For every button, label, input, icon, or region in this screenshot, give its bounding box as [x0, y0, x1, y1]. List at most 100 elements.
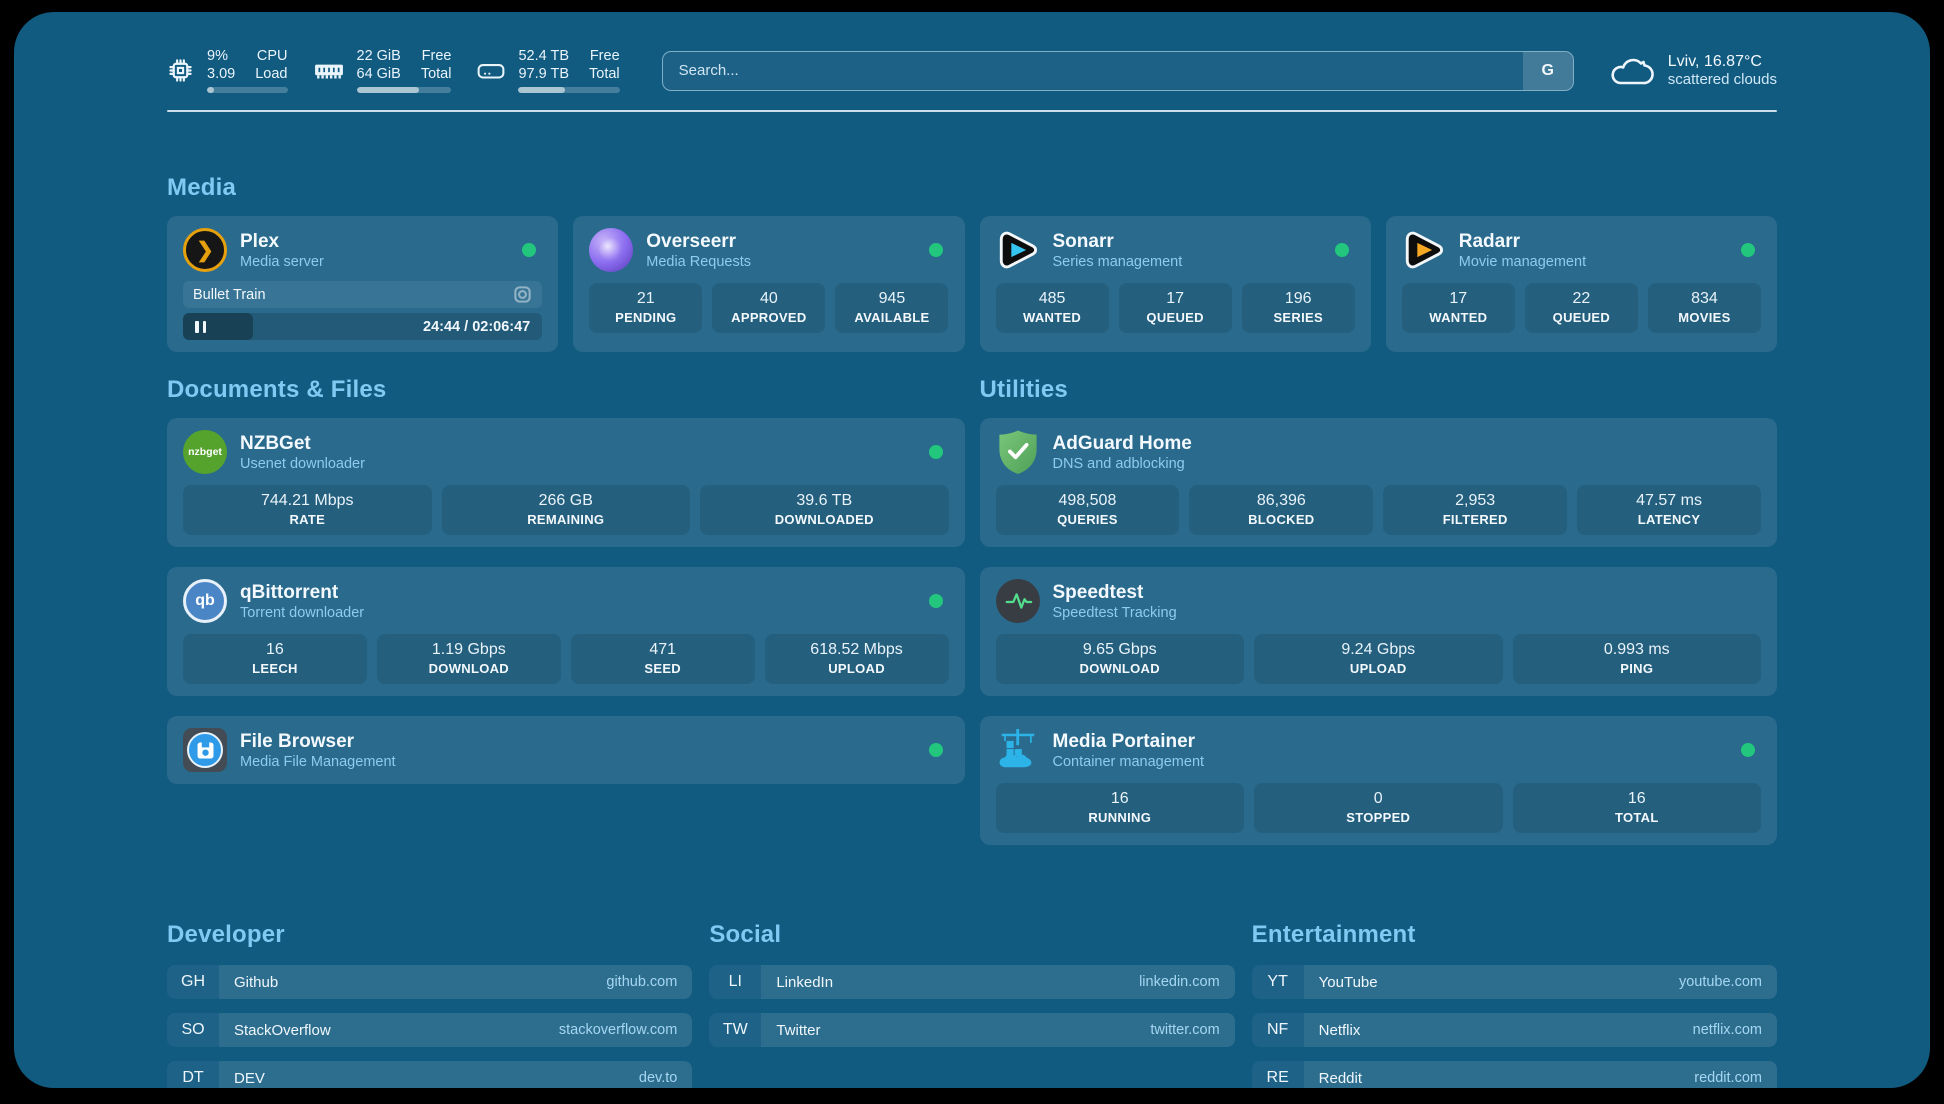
service-subtitle: Movie management	[1458, 253, 1587, 270]
stat-blocked: 86,396 BLOCKED	[1189, 485, 1374, 536]
stat-queries: 498,508 QUERIES	[995, 485, 1180, 536]
utilities-column: Utilities	[979, 376, 1777, 865]
floppy-disk-icon	[197, 742, 213, 759]
status-dot	[1741, 243, 1755, 258]
cpu-usage-label: CPU	[256, 48, 288, 64]
service-card-qbittorrent[interactable]: qb qBittorrent Torrent downloader 16 LEE…	[167, 567, 965, 697]
bookmark-group-developer: Developer GH Github github.com SO StackO…	[167, 921, 693, 1088]
service-title: File Browser	[240, 730, 355, 752]
bookmarks-area: Developer GH Github github.com SO StackO…	[167, 921, 1777, 1088]
service-title: NZBGet	[240, 432, 311, 454]
cloud-icon	[1611, 58, 1654, 84]
stat-remaining: 266 GB REMAINING	[441, 485, 690, 536]
stat-total: 16 TOTAL	[1512, 783, 1761, 834]
bookmark-url: linkedin.com	[1139, 974, 1220, 991]
bookmark-netflix[interactable]: NF Netflix netflix.com	[1251, 1013, 1777, 1048]
service-card-nzbget[interactable]: nzbget NZBGet Usenet downloader 744.21 M…	[167, 418, 965, 548]
section-title-utilities: Utilities	[979, 376, 1068, 404]
stat-leech: 16 LEECH	[183, 634, 367, 685]
pause-button[interactable]	[195, 320, 206, 333]
search-input[interactable]	[662, 51, 1523, 90]
section-title-documents: Documents & Files	[167, 376, 387, 404]
bookmark-url: dev.to	[638, 1070, 678, 1087]
bookmark-reddit[interactable]: RE Reddit reddit.com	[1251, 1061, 1777, 1088]
status-dot	[928, 243, 943, 258]
plex-icon: ❯	[183, 228, 227, 273]
disk-progress-bar	[518, 87, 620, 94]
bookmark-abbr: TW	[709, 1013, 762, 1048]
service-title: AdGuard Home	[1052, 432, 1192, 454]
cpu-usage-value: 9%	[207, 48, 228, 64]
bookmark-abbr: LI	[709, 965, 762, 1000]
section-title-social: Social	[709, 921, 782, 949]
service-card-portainer[interactable]: Media Portainer Container management 16 …	[979, 716, 1777, 846]
disk-total-label: Total	[589, 65, 620, 82]
cpu-load-label: Load	[255, 65, 288, 82]
stat-wanted: 17 WANTED	[1401, 283, 1515, 334]
cpu-load-value: 3.09	[207, 65, 236, 82]
bookmark-url: twitter.com	[1150, 1022, 1220, 1039]
service-card-adguard[interactable]: AdGuard Home DNS and adblocking 498,508 …	[979, 418, 1777, 548]
stat-queued: 17 QUEUED	[1118, 283, 1232, 334]
service-card-radarr[interactable]: Radarr Movie management 17 WANTED 22 QUE…	[1385, 216, 1777, 353]
service-title: Overseerr	[646, 230, 737, 252]
service-card-plex[interactable]: ❯ Plex Media server Bullet Train 24:44 /…	[167, 216, 559, 353]
nzbget-icon: nzbget	[183, 430, 227, 475]
bookmark-name: YouTube	[1318, 973, 1378, 991]
weather-location: Lviv, 16.87°C	[1667, 53, 1762, 71]
service-subtitle: Media File Management	[240, 753, 396, 770]
service-subtitle: DNS and adblocking	[1052, 455, 1185, 472]
search-provider-button[interactable]: G	[1522, 51, 1573, 90]
stat-pending: 21 PENDING	[589, 283, 703, 334]
bookmark-dev[interactable]: DT DEV dev.to	[167, 1061, 693, 1088]
bookmark-linkedin[interactable]: LI LinkedIn linkedin.com	[709, 965, 1235, 1000]
service-subtitle: Series management	[1052, 253, 1183, 270]
documents-column: Documents & Files nzbget NZBGet Usenet d…	[167, 376, 965, 804]
status-dot	[522, 243, 537, 258]
bookmark-abbr: RE	[1251, 1061, 1304, 1088]
service-title: Speedtest	[1052, 581, 1144, 603]
bookmark-group-entertainment: Entertainment YT YouTube youtube.com NF …	[1251, 921, 1777, 1088]
stat-available: 945 AVAILABLE	[835, 283, 949, 334]
bookmark-name: DEV	[234, 1069, 265, 1087]
bookmark-abbr: DT	[167, 1061, 219, 1088]
status-dot	[1741, 743, 1755, 758]
service-title: Plex	[240, 230, 280, 252]
bookmark-stackoverflow[interactable]: SO StackOverflow stackoverflow.com	[167, 1013, 693, 1048]
service-card-overseerr[interactable]: Overseerr Media Requests 21 PENDING 40 A…	[573, 216, 965, 353]
service-card-speedtest[interactable]: Speedtest Speedtest Tracking 9.65 Gbps D…	[979, 567, 1777, 697]
bookmark-twitter[interactable]: TW Twitter twitter.com	[709, 1013, 1235, 1048]
stat-wanted: 485 WANTED	[995, 283, 1109, 334]
bookmark-url: youtube.com	[1678, 974, 1762, 991]
topbar-divider	[167, 110, 1777, 113]
service-subtitle: Torrent downloader	[240, 604, 365, 621]
status-dot	[928, 594, 943, 609]
bookmark-url: netflix.com	[1692, 1022, 1762, 1039]
memory-free-value: 22 GiB	[356, 48, 401, 64]
disk-free-value: 52.4 TB	[518, 48, 570, 64]
service-card-filebrowser[interactable]: File Browser Media File Management	[167, 716, 965, 785]
memory-progress-bar	[356, 87, 452, 94]
stat-upload: 9.24 Gbps UPLOAD	[1254, 634, 1503, 685]
overseerr-icon	[589, 228, 634, 273]
dashboard-page: 9% CPU 3.09 Load 22 GiB Free	[14, 12, 1930, 1088]
adguard-shield-icon	[996, 430, 1040, 475]
bookmark-github[interactable]: GH Github github.com	[167, 965, 693, 1000]
media-cards-row: ❯ Plex Media server Bullet Train 24:44 /…	[167, 216, 1777, 353]
qbittorrent-icon: qb	[183, 579, 227, 624]
stat-series: 196 SERIES	[1241, 283, 1355, 334]
bookmark-name: LinkedIn	[776, 973, 834, 991]
bookmark-youtube[interactable]: YT YouTube youtube.com	[1251, 965, 1777, 1000]
service-title: Radarr	[1458, 230, 1520, 252]
service-card-sonarr[interactable]: Sonarr Series management 485 WANTED 17 Q…	[979, 216, 1371, 353]
stat-download: 9.65 Gbps DOWNLOAD	[995, 634, 1244, 685]
bookmark-url: reddit.com	[1694, 1070, 1762, 1087]
service-title: qBittorrent	[240, 581, 339, 603]
weather-condition: scattered clouds	[1667, 71, 1777, 89]
stat-filtered: 2,953 FILTERED	[1383, 485, 1568, 536]
bookmark-group-social: Social LI LinkedIn linkedin.com TW Twitt…	[709, 921, 1235, 1061]
playback-progress-bar: 24:44 / 02:06:47	[183, 313, 543, 341]
service-subtitle: Media Requests	[646, 253, 752, 270]
section-title-media: Media	[167, 174, 237, 202]
